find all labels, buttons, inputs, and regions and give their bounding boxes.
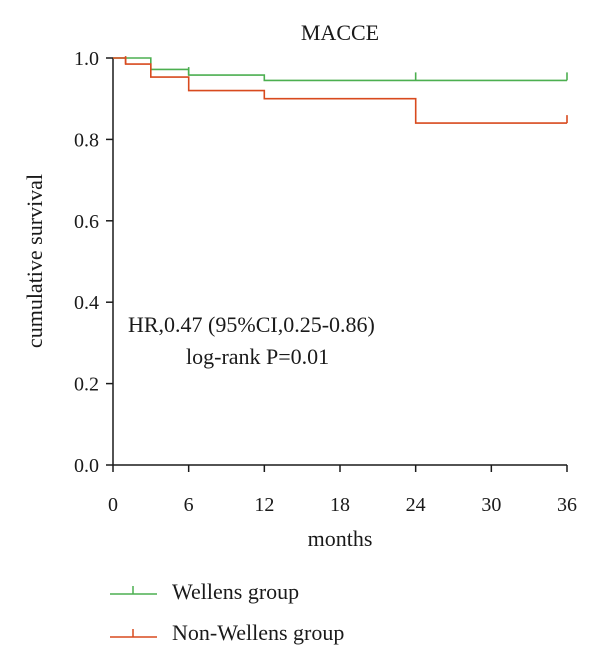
legend-item-non-wellens: Non-Wellens group bbox=[110, 620, 344, 645]
logrank-annotation: log-rank P=0.01 bbox=[186, 344, 329, 369]
legend-label-wellens: Wellens group bbox=[172, 579, 299, 604]
legend-label-non-wellens: Non-Wellens group bbox=[172, 620, 344, 645]
y-ticks: 0.0 0.2 0.4 0.6 0.8 1.0 bbox=[74, 48, 113, 477]
legend: Wellens group Non-Wellens group bbox=[110, 579, 344, 645]
x-tick-label: 6 bbox=[184, 494, 194, 516]
x-tick-label: 36 bbox=[557, 494, 577, 516]
hazard-ratio-annotation: HR,0.47 (95%CI,0.25-0.86) bbox=[128, 312, 375, 337]
y-tick-label: 0.2 bbox=[74, 374, 99, 396]
x-ticks: 0 6 12 18 24 30 36 bbox=[108, 465, 577, 516]
x-tick-label: 0 bbox=[108, 494, 118, 516]
legend-item-wellens: Wellens group bbox=[110, 579, 299, 604]
series-layer bbox=[113, 56, 568, 124]
x-tick-label: 24 bbox=[406, 494, 426, 516]
series-line-1 bbox=[113, 57, 567, 124]
x-axis-label: months bbox=[308, 526, 373, 551]
y-tick-label: 1.0 bbox=[74, 48, 99, 70]
y-tick-label: 0.6 bbox=[74, 211, 99, 233]
x-tick-label: 12 bbox=[254, 494, 274, 516]
x-tick-label: 30 bbox=[481, 494, 501, 516]
y-axis-label: cumulative survival bbox=[22, 174, 47, 348]
y-tick-label: 0.4 bbox=[74, 292, 99, 314]
chart-title: MACCE bbox=[301, 20, 379, 45]
plot-area: 0.0 0.2 0.4 0.6 0.8 1.0 0 6 12 18 24 30 36 bbox=[74, 48, 577, 516]
x-tick-label: 18 bbox=[330, 494, 350, 516]
y-tick-label: 0.8 bbox=[74, 129, 99, 151]
y-tick-label: 0.0 bbox=[74, 455, 99, 477]
